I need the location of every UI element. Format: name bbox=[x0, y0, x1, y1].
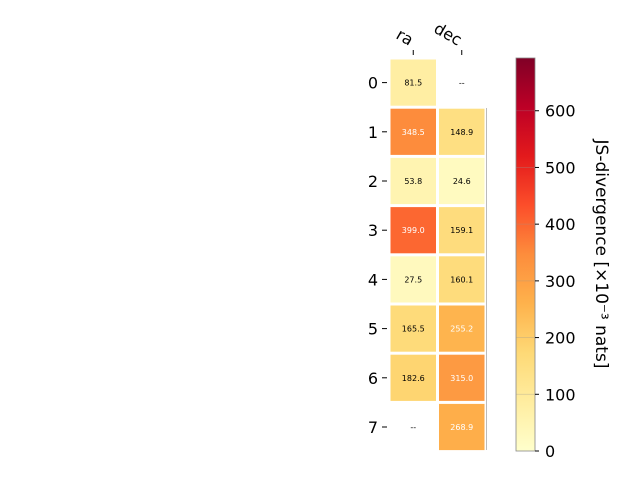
cell-value-label: 268.9 bbox=[450, 423, 473, 432]
row-label-3: 3 bbox=[368, 221, 378, 240]
colorbar-label: JS-divergence [×10⁻³ nats] bbox=[591, 139, 611, 369]
row-label-5: 5 bbox=[368, 320, 378, 339]
row-label-7: 7 bbox=[368, 418, 378, 437]
colorbar-tick-label: 200 bbox=[545, 329, 576, 348]
cell-value-label: 315.0 bbox=[450, 374, 473, 383]
cell-value-label: 160.1 bbox=[450, 275, 473, 284]
cell-value-label: 148.9 bbox=[450, 128, 473, 137]
column-label-ra: ra bbox=[393, 25, 417, 50]
colorbar-tick-label: 0 bbox=[545, 442, 555, 461]
colorbar-tick-label: 300 bbox=[545, 272, 576, 291]
cell-value-label: 81.5 bbox=[404, 79, 422, 88]
cell-value-label: 27.5 bbox=[404, 275, 422, 284]
cell-value-label: 399.0 bbox=[402, 226, 425, 235]
cell-value-label: 24.6 bbox=[453, 177, 471, 186]
cell-value-label: 255.2 bbox=[450, 325, 473, 334]
heatmap-cell bbox=[390, 256, 436, 303]
heatmap-cell bbox=[390, 59, 436, 106]
column-labels: ra dec bbox=[393, 19, 465, 55]
heatmap-cell bbox=[439, 207, 485, 254]
heatmap-cell bbox=[439, 354, 485, 401]
heatmap-cell bbox=[390, 354, 436, 401]
heatmap-cell bbox=[390, 207, 436, 254]
heatmap-cell bbox=[439, 305, 485, 352]
cell-value-label: 53.8 bbox=[404, 177, 422, 186]
colorbar-tick-label: 400 bbox=[545, 215, 576, 234]
heatmap-cell bbox=[439, 403, 485, 451]
row-labels: 0 1 2 3 4 5 6 7 bbox=[368, 74, 387, 437]
colorbar-tick-label: 600 bbox=[545, 102, 576, 121]
column-label-dec: dec bbox=[431, 19, 465, 50]
heatmap-cell bbox=[390, 305, 436, 352]
colorbar-tick-label: 500 bbox=[545, 158, 576, 177]
heatmap-cell bbox=[439, 157, 485, 205]
colorbar bbox=[515, 57, 536, 452]
colorbar-tick-label: 100 bbox=[545, 385, 576, 404]
cell-value-label: 348.5 bbox=[402, 128, 425, 137]
heatmap-cell bbox=[390, 157, 436, 205]
cell-value-label: -- bbox=[459, 79, 465, 88]
row-label-6: 6 bbox=[368, 369, 378, 388]
heatmap-cell bbox=[439, 256, 485, 303]
row-label-1: 1 bbox=[368, 123, 378, 142]
row-label-0: 0 bbox=[368, 74, 378, 93]
row-label-4: 4 bbox=[368, 270, 378, 289]
cell-value-label: 159.1 bbox=[450, 226, 473, 235]
cell-value-label: -- bbox=[410, 423, 416, 432]
cell-value-label: 165.5 bbox=[402, 325, 425, 334]
cell-value-label: 182.6 bbox=[402, 374, 425, 383]
colorbar-ticks: 0 100 200 300 400 500 600 bbox=[535, 102, 576, 461]
row-label-2: 2 bbox=[368, 172, 378, 191]
colorbar-grid-lines bbox=[516, 110, 535, 395]
heatmap-cell bbox=[390, 108, 436, 155]
heatmap-cells: 81.5 -- 348.5 148.9 53.8 24.6 399.0 159.1 27.5 16… bbox=[390, 59, 485, 451]
heatmap-cell bbox=[439, 108, 485, 155]
